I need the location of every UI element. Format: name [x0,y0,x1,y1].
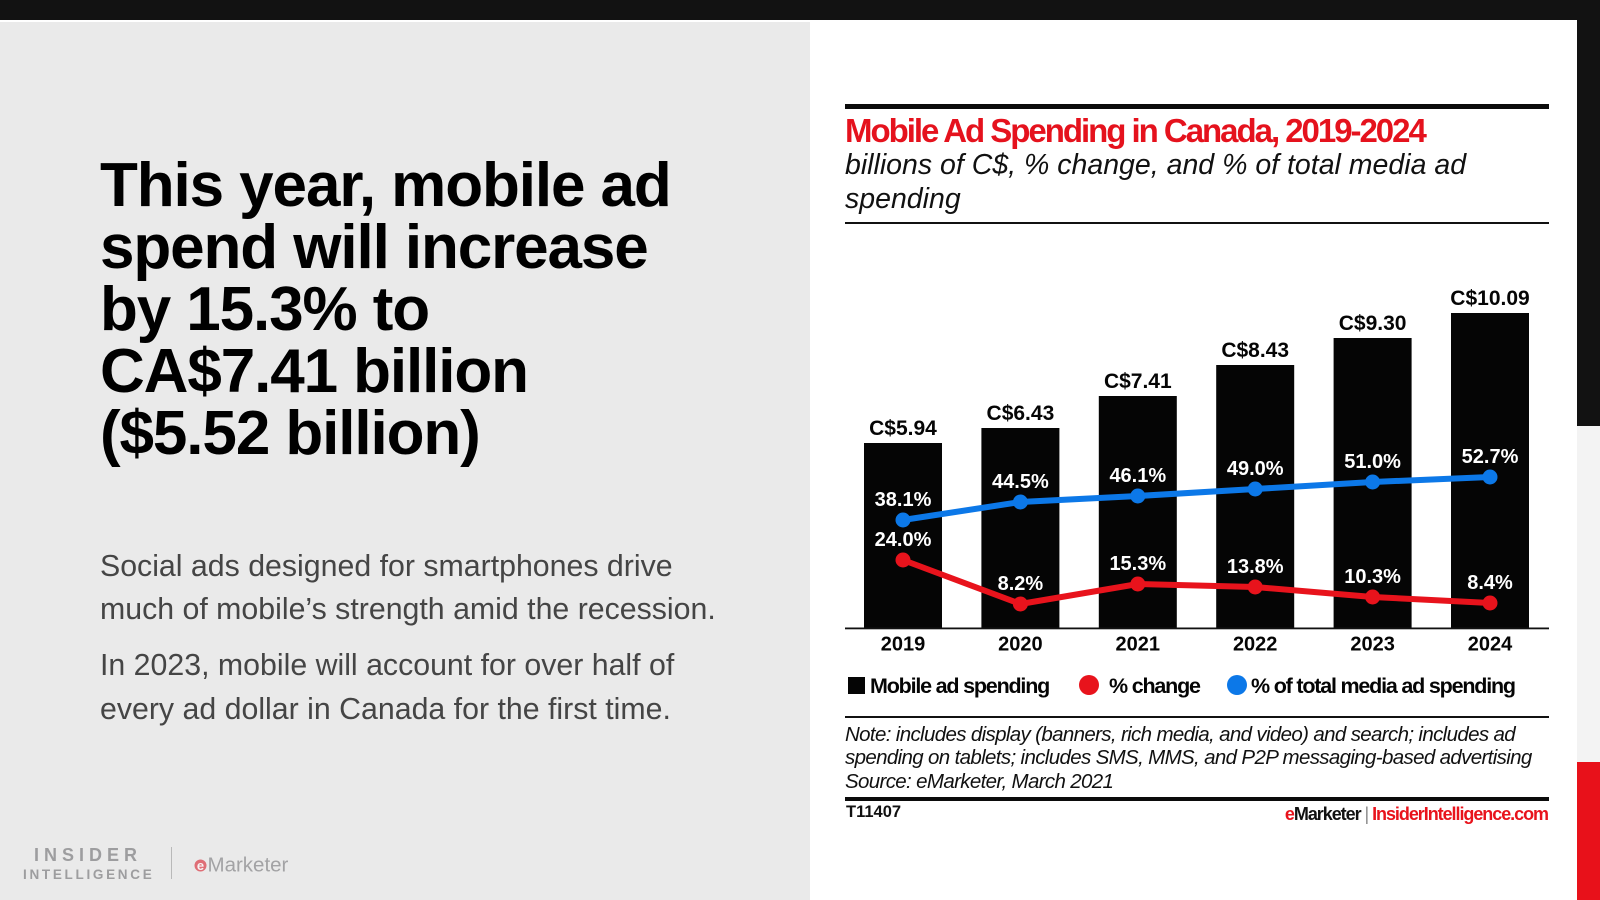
svg-text:2021: 2021 [1116,633,1161,655]
svg-text:C$6.43: C$6.43 [987,402,1055,425]
svg-text:8.4%: 8.4% [1467,572,1513,594]
svg-text:Mobile ad spending: Mobile ad spending [870,674,1049,698]
svg-text:52.7%: 52.7% [1462,446,1519,468]
svg-text:2020: 2020 [998,633,1043,655]
svg-text:51.0%: 51.0% [1344,451,1401,473]
svg-text:e: e [197,858,204,873]
svg-text:Marketer: Marketer [208,854,289,877]
svg-text:C$7.41: C$7.41 [1104,370,1172,393]
svg-text:13.8%: 13.8% [1227,556,1284,578]
svg-text:2023: 2023 [1350,633,1395,655]
svg-text:46.1%: 46.1% [1109,465,1166,487]
svg-text:8.2%: 8.2% [998,573,1044,595]
svg-text:44.5%: 44.5% [992,471,1049,493]
svg-text:24.0%: 24.0% [875,529,932,551]
svg-text:49.0%: 49.0% [1227,458,1284,480]
svg-text:C$9.30: C$9.30 [1339,312,1407,335]
svg-text:C$5.94: C$5.94 [869,417,937,440]
svg-text:2019: 2019 [881,633,926,655]
svg-text:38.1%: 38.1% [875,489,932,511]
svg-text:% of total media ad spending: % of total media ad spending [1251,674,1515,698]
svg-text:10.3%: 10.3% [1344,566,1401,588]
svg-text:C$8.43: C$8.43 [1221,339,1289,362]
svg-text:15.3%: 15.3% [1109,553,1166,575]
svg-text:2022: 2022 [1233,633,1278,655]
svg-text:C$10.09: C$10.09 [1450,287,1529,310]
svg-text:2024: 2024 [1468,633,1513,655]
svg-text:% change: % change [1109,674,1201,698]
